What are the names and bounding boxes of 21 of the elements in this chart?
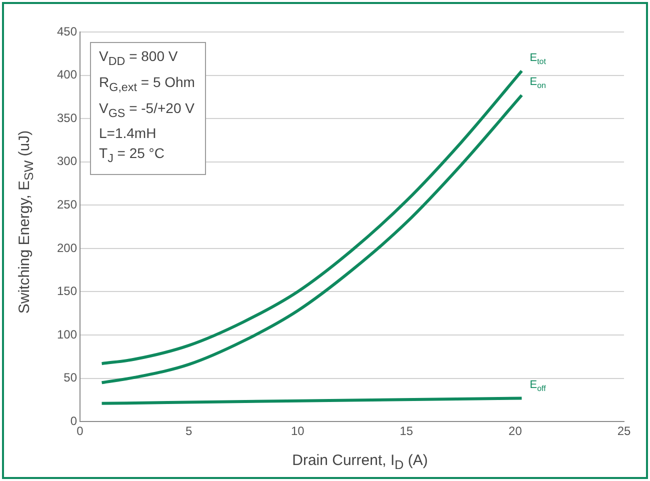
y-tick-label: 350 <box>56 110 78 125</box>
y-tick-label: 450 <box>56 24 78 38</box>
y-tick-label: 300 <box>56 154 78 168</box>
y-tick-label: 150 <box>56 284 78 298</box>
annotation: L=1.4mH <box>99 124 158 144</box>
x-axis-title: Drain Current, I$_{D}$ (A) <box>291 452 429 472</box>
annotation: V$_{GS}$ = -5/+20 V <box>99 98 195 122</box>
y-tick-label: 200 <box>56 240 78 255</box>
x-tick-label: 10 <box>290 424 305 438</box>
y-tick-label: 50 <box>64 370 78 385</box>
annotation: R$_{G,ext}$ = 5 Ohm <box>99 72 195 96</box>
x-tick-label: 5 <box>185 424 192 438</box>
x-tick-label: 20 <box>508 424 522 438</box>
annotation: V$_{DD}$ = 800 V <box>99 47 179 70</box>
y-tick-label: 0 <box>70 414 78 428</box>
y-tick-label: 100 <box>56 327 78 342</box>
annotation: T$_{J}$ = 25 °C <box>99 144 166 168</box>
y-tick-label: 400 <box>56 68 78 82</box>
x-tick-label: 15 <box>400 424 414 438</box>
x-tick-label: 25 <box>617 424 631 438</box>
y-tick-label: 250 <box>56 197 78 212</box>
